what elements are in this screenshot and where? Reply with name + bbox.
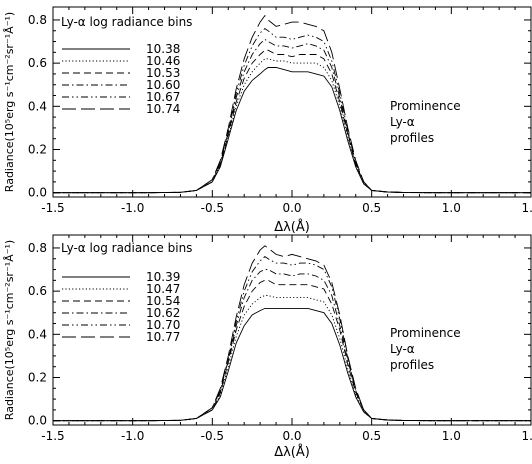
panel-bottom-x-axis-label: Δλ(Å) (274, 444, 310, 460)
series-line-10-47 (53, 295, 531, 422)
x-tick-label: 0.5 (362, 201, 381, 215)
panel-top: -1.5 -1.0 -0.5 0.0 0.5 1.0 1.5 0.0 0.2 0.4 0.6 0.8… (3, 6, 532, 235)
x-tick-label: 0.0 (282, 429, 301, 443)
x-tick-label: -1.0 (121, 429, 144, 443)
panel-bottom-annotation-line-3: profiles (390, 358, 434, 372)
y-tick-label: 0.8 (28, 13, 47, 27)
series-line-10-60 (53, 38, 531, 194)
legend-label: 10.60 (146, 78, 180, 92)
series-line-10-62 (53, 269, 531, 422)
y-tick-label: 0.2 (28, 143, 47, 157)
legend-label: 10.54 (146, 294, 180, 308)
panel-bottom: -1.5 -1.0 -0.5 0.0 0.5 1.0 1.5 0.0 0.2 0.4 0.6 0.8… (3, 234, 532, 460)
panel-top-series (53, 14, 531, 194)
panel-top-annotation-line-2: Ly-α (390, 115, 415, 129)
panel-top-annotation-line-3: profiles (390, 131, 434, 145)
legend-label: 10.70 (146, 318, 180, 332)
x-tick-label: -0.5 (201, 201, 224, 215)
x-tick-label: -1.0 (121, 201, 144, 215)
panel-bottom-y-ticks: 0.0 0.2 0.4 0.6 0.8 (28, 241, 531, 428)
x-tick-label: -1.5 (41, 429, 64, 443)
x-tick-label: 1.0 (442, 429, 461, 443)
legend-label: 10.62 (146, 306, 180, 320)
x-tick-label: -1.5 (41, 201, 64, 215)
panel-bottom-x-ticks: -1.5 -1.0 -0.5 0.0 0.5 1.0 1.5 (41, 235, 532, 443)
x-tick-label: 0.0 (282, 201, 301, 215)
panel-top-legend-title: Ly-α log radiance bins (61, 15, 192, 29)
panel-bottom-legend-title: Ly-α log radiance bins (61, 241, 192, 255)
y-tick-label: 0.6 (28, 284, 47, 298)
panel-top-x-axis-label: Δλ(Å) (274, 219, 310, 235)
panel-bottom-annotation-line-1: Prominence (390, 326, 461, 340)
legend-label: 10.67 (146, 90, 180, 104)
x-tick-label: -0.5 (201, 429, 224, 443)
y-tick-label: 0.0 (28, 186, 47, 200)
legend-label: 10.53 (146, 66, 180, 80)
panel-top-annotation-line-1: Prominence (390, 99, 461, 113)
series-line-10-54 (53, 279, 531, 422)
legend-label: 10.38 (146, 42, 180, 56)
legend-label: 10.39 (146, 270, 180, 284)
panel-bottom-y-axis-label: Radiance(10⁵erg s⁻¹cm⁻²sr⁻¹Å⁻¹) (3, 240, 16, 420)
panel-bottom-annotation-line-2: Ly-α (390, 342, 415, 356)
panel-bottom-series (53, 245, 531, 422)
y-tick-label: 0.4 (28, 99, 47, 113)
x-tick-label: 0.5 (362, 429, 381, 443)
y-tick-label: 0.8 (28, 241, 47, 255)
y-tick-label: 0.4 (28, 327, 47, 341)
y-tick-label: 0.6 (28, 56, 47, 70)
x-tick-label: 1.5 (521, 201, 532, 215)
y-tick-label: 0.0 (28, 414, 47, 428)
y-tick-label: 0.2 (28, 371, 47, 385)
x-tick-label: 1.5 (521, 429, 532, 443)
series-line-10-74 (53, 14, 531, 194)
legend-label: 10.47 (146, 282, 180, 296)
series-line-10-46 (53, 58, 531, 194)
panel-top-x-ticks: -1.5 -1.0 -0.5 0.0 0.5 1.0 1.5 (41, 7, 532, 215)
legend-label: 10.46 (146, 54, 180, 68)
x-tick-label: 1.0 (442, 201, 461, 215)
series-line-10-38 (53, 67, 531, 194)
series-line-10-77 (53, 245, 531, 422)
legend-label: 10.74 (146, 102, 180, 116)
legend-label: 10.77 (146, 330, 180, 344)
panel-top-y-axis-label: Radiance(10⁵erg s⁻¹cm⁻²sr⁻¹Å⁻¹) (3, 12, 16, 192)
